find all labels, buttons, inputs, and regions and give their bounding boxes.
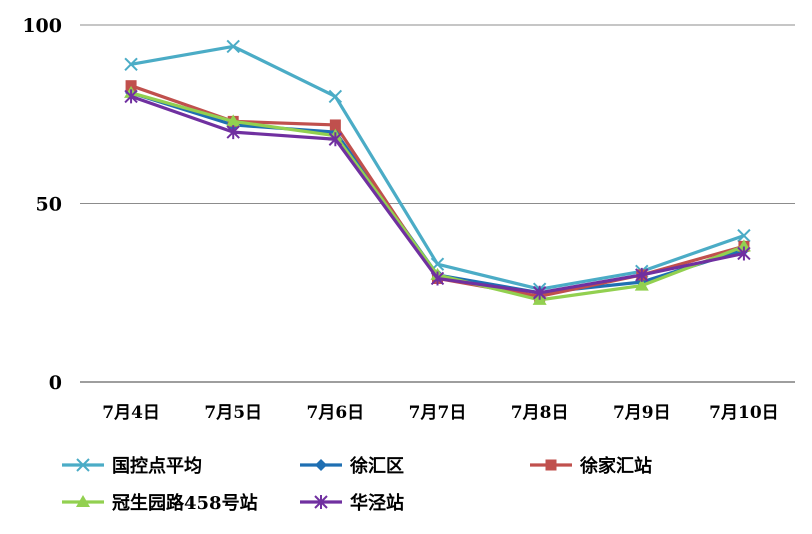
data-point <box>634 278 649 291</box>
y-tick-label: 100 <box>22 15 62 37</box>
legend-label: 徐汇区 <box>349 455 404 477</box>
legend-label: 华泾站 <box>350 492 404 514</box>
x-tick-label: 7月10日 <box>709 403 779 423</box>
legend-label: 国控点平均 <box>112 455 202 477</box>
data-point <box>125 80 137 92</box>
legend-item: 徐汇区 <box>300 455 404 477</box>
legend-item: 华泾站 <box>300 492 404 514</box>
data-point <box>226 39 240 54</box>
x-tick-label: 7月6日 <box>307 403 365 423</box>
series-lines <box>124 39 751 305</box>
y-tick-label: 0 <box>49 372 62 394</box>
legend-label: 徐家汇站 <box>579 455 652 477</box>
x-tick-label: 7月8日 <box>511 403 569 423</box>
data-point <box>532 285 547 300</box>
data-point <box>328 89 343 104</box>
data-point <box>124 89 138 104</box>
x-tick-label: 7月4日 <box>102 403 160 423</box>
x-tick-label: 7月9日 <box>613 403 671 423</box>
data-point <box>226 125 240 140</box>
data-point <box>737 228 751 243</box>
legend-marker <box>314 495 328 509</box>
gridlines <box>80 24 795 383</box>
data-point <box>226 114 241 127</box>
series-5 <box>124 89 751 300</box>
data-point <box>737 246 751 261</box>
axes: 0 50 100 7月4日 7月5日 7月6日 7月7日 7月8日 7月9日 7月10日 <box>22 15 778 423</box>
legend-marker <box>76 458 90 472</box>
y-tick-label: 50 <box>36 194 62 216</box>
data-point <box>736 239 751 252</box>
legend-marker <box>315 459 327 471</box>
series-1 <box>124 39 751 296</box>
legend-marker <box>76 495 90 507</box>
x-tick-label: 7月7日 <box>409 403 467 423</box>
data-point <box>430 271 445 286</box>
data-point <box>124 57 138 71</box>
legend-item: 冠生园路458号站 <box>62 492 258 514</box>
legend-marker <box>545 459 557 471</box>
data-point <box>328 132 343 147</box>
data-point <box>329 119 341 131</box>
x-tick-label: 7月5日 <box>204 403 262 423</box>
legend-item: 徐家汇站 <box>530 455 652 477</box>
legend-item: 国控点平均 <box>62 455 202 477</box>
series-line <box>129 44 746 291</box>
legend-label: 冠生园路458号站 <box>112 492 258 514</box>
data-point <box>635 267 649 282</box>
